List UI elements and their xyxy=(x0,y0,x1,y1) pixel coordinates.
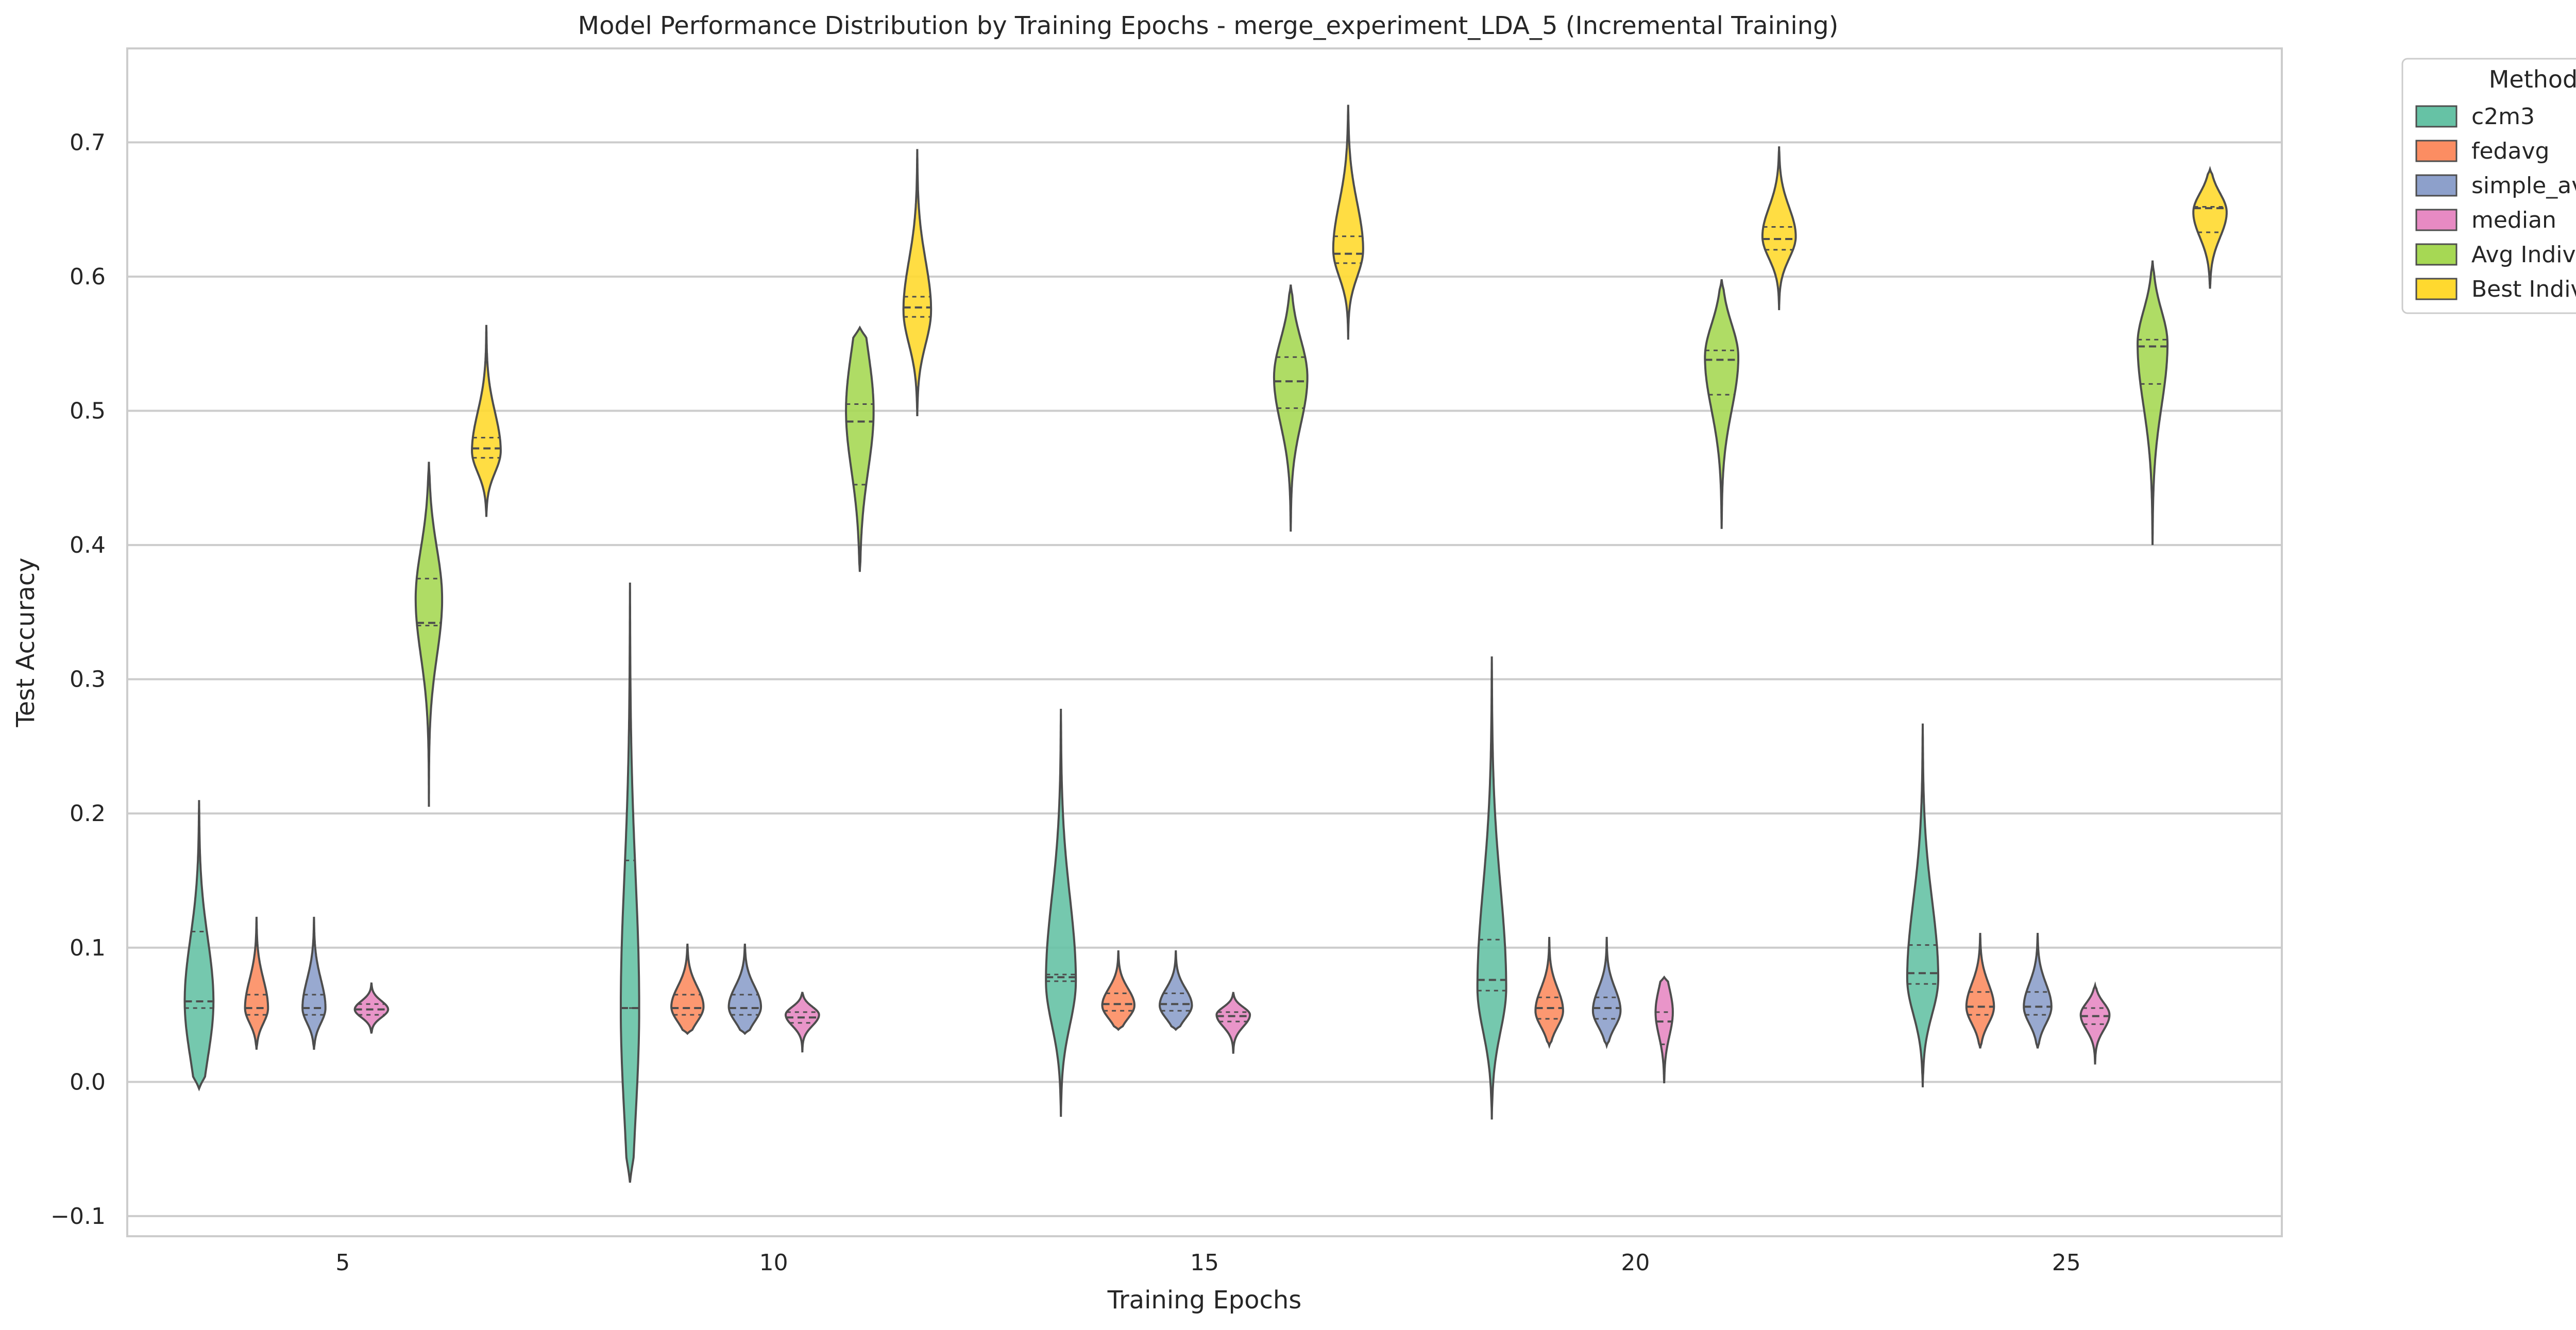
x-tick-label: 25 xyxy=(2052,1250,2081,1276)
violin-avg-individual-10 xyxy=(845,325,875,572)
plot-area-frame xyxy=(126,47,2283,1237)
violin-fedavg-5 xyxy=(244,916,269,1050)
violin-fedavg-25 xyxy=(1965,932,1995,1049)
violin-avg-individual-5 xyxy=(414,462,444,807)
violin-median-20 xyxy=(1654,975,1674,1084)
violin-simple-avg-10 xyxy=(727,943,762,1035)
violin-simple-avg-20 xyxy=(1591,936,1622,1049)
y-tick-label: 0.1 xyxy=(70,935,106,961)
violin-median-5 xyxy=(353,982,389,1034)
x-tick-label: 20 xyxy=(1621,1250,1650,1276)
legend-swatch xyxy=(2415,105,2458,128)
y-tick-label: −0.1 xyxy=(50,1203,106,1230)
y-tick-label: 0.5 xyxy=(70,398,106,424)
violin-c2m3-15 xyxy=(1045,709,1077,1117)
violin-median-15 xyxy=(1215,992,1251,1054)
x-tick-label: 10 xyxy=(759,1250,788,1276)
legend-label: simple_avg xyxy=(2471,173,2576,199)
x-axis-title: Training Epochs xyxy=(1107,1286,1302,1315)
legend-swatch xyxy=(2415,140,2458,162)
y-tick-label: 0.6 xyxy=(70,264,106,290)
grid-lines xyxy=(127,141,2282,1217)
violin-best-individual-25 xyxy=(2192,165,2228,289)
violin-simple-avg-25 xyxy=(2023,932,2053,1049)
violin-simple-avg-5 xyxy=(301,916,327,1050)
violin-c2m3-25 xyxy=(1906,723,1940,1087)
y-tick-label: 0.0 xyxy=(70,1069,106,1095)
y-tick-label: 0.3 xyxy=(70,667,106,693)
legend-label: fedavg xyxy=(2471,138,2549,164)
violin-avg-individual-15 xyxy=(1273,284,1309,532)
violin-c2m3-10 xyxy=(620,583,640,1183)
y-axis-title: Test Accuracy xyxy=(11,558,40,728)
legend-label: Best Individual xyxy=(2471,276,2576,302)
legend-label: Avg Individual xyxy=(2471,242,2576,268)
violin-c2m3-20 xyxy=(1476,656,1507,1120)
x-tick-label: 15 xyxy=(1190,1250,1219,1276)
violin-best-individual-20 xyxy=(1761,146,1797,311)
y-axis-ticks: −0.1 0.0 0.1 0.2 0.3 0.4 0.5 0.6 0.7 xyxy=(50,129,106,1230)
legend-label: c2m3 xyxy=(2471,104,2535,130)
violin-fedavg-20 xyxy=(1534,936,1564,1049)
chart-title: Model Performance Distribution by Traini… xyxy=(578,11,1839,40)
violin-best-individual-5 xyxy=(471,325,502,517)
violin-avg-individual-25 xyxy=(2137,260,2169,545)
violin-c2m3-5 xyxy=(183,800,215,1092)
legend-items: c2m3 fedavg simple_avgmedian Avg Individual… xyxy=(2415,104,2576,302)
violin-best-individual-10 xyxy=(902,149,933,416)
legend-swatch xyxy=(2415,278,2458,300)
x-tick-label: 5 xyxy=(335,1250,350,1276)
y-tick-label: 0.2 xyxy=(70,800,106,827)
legend-swatch xyxy=(2415,243,2458,266)
legend: Method c2m3 fedavg simple_avgmedian Avg Ind… xyxy=(2401,58,2576,314)
legend-title: Method xyxy=(2489,65,2576,93)
violin-median-10 xyxy=(785,992,820,1053)
legend-label: median xyxy=(2471,207,2556,233)
y-tick-label: 0.7 xyxy=(70,129,106,156)
legend-swatch xyxy=(2415,209,2458,231)
legend-swatch xyxy=(2415,174,2458,197)
violin-avg-individual-20 xyxy=(1704,279,1739,529)
y-tick-label: 0.4 xyxy=(70,532,106,558)
violin-simple-avg-15 xyxy=(1159,950,1193,1031)
x-axis-ticks: 5 10 15 20 25 xyxy=(335,1250,2081,1276)
violin-fedavg-10 xyxy=(670,943,705,1035)
violins xyxy=(183,105,2228,1183)
violin-best-individual-15 xyxy=(1332,105,1364,340)
violin-fedavg-15 xyxy=(1101,950,1136,1031)
